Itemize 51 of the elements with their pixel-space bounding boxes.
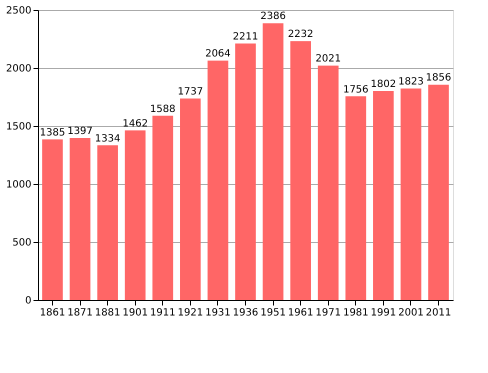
data-label: 2021 bbox=[316, 54, 341, 65]
x-tick-label: 1951 bbox=[260, 308, 286, 318]
x-tick-label: 1861 bbox=[40, 308, 66, 318]
data-label: 1334 bbox=[94, 133, 120, 144]
x-tick-label: 1971 bbox=[316, 308, 341, 318]
data-label: 2211 bbox=[232, 32, 258, 43]
data-label: 1462 bbox=[122, 118, 148, 130]
x-tick-label: 1901 bbox=[122, 308, 148, 318]
bar bbox=[208, 60, 228, 300]
x-tick-label: 2011 bbox=[426, 308, 452, 318]
bar bbox=[42, 139, 63, 300]
bar bbox=[428, 84, 449, 300]
data-label: 1385 bbox=[40, 127, 66, 138]
bar bbox=[262, 23, 284, 300]
y-tick-label: 2500 bbox=[6, 6, 32, 16]
x-tick-label: 1931 bbox=[205, 308, 231, 318]
bar bbox=[400, 88, 422, 300]
bar bbox=[152, 116, 174, 300]
x-tick-label: 1921 bbox=[178, 308, 204, 318]
x-tick-label: 1911 bbox=[150, 308, 176, 318]
bar bbox=[290, 41, 311, 300]
bar bbox=[97, 145, 118, 300]
data-label: 2064 bbox=[205, 48, 231, 60]
data-label: 1588 bbox=[150, 104, 176, 115]
x-tick-label: 1871 bbox=[67, 308, 93, 318]
y-tick-label: 1500 bbox=[6, 122, 32, 132]
y-tick-label: 0 bbox=[25, 296, 32, 306]
x-tick-label: 2001 bbox=[398, 308, 424, 318]
x-tick-label: 1981 bbox=[343, 308, 369, 318]
data-label: 1823 bbox=[398, 76, 424, 88]
bar bbox=[318, 66, 339, 300]
bar bbox=[373, 90, 394, 300]
bar bbox=[180, 98, 201, 300]
bar bbox=[235, 44, 256, 300]
data-label: 1737 bbox=[178, 86, 204, 98]
y-tick-label: 2000 bbox=[6, 64, 32, 74]
x-tick-label: 1881 bbox=[94, 308, 120, 318]
data-label: 2386 bbox=[260, 11, 286, 22]
data-label: 1397 bbox=[67, 126, 93, 137]
data-label: 1756 bbox=[343, 84, 369, 96]
data-label: 1856 bbox=[426, 72, 452, 84]
x-tick-label: 1936 bbox=[232, 308, 258, 318]
bar bbox=[345, 96, 366, 300]
bar bbox=[124, 130, 146, 300]
x-tick-label: 1991 bbox=[370, 308, 396, 318]
y-tick-label: 1000 bbox=[6, 180, 32, 190]
data-label: 2232 bbox=[288, 29, 314, 40]
y-tick-label: 500 bbox=[12, 238, 32, 248]
data-label: 1802 bbox=[370, 78, 396, 90]
x-tick-label: 1961 bbox=[288, 308, 314, 318]
bar bbox=[70, 138, 90, 300]
